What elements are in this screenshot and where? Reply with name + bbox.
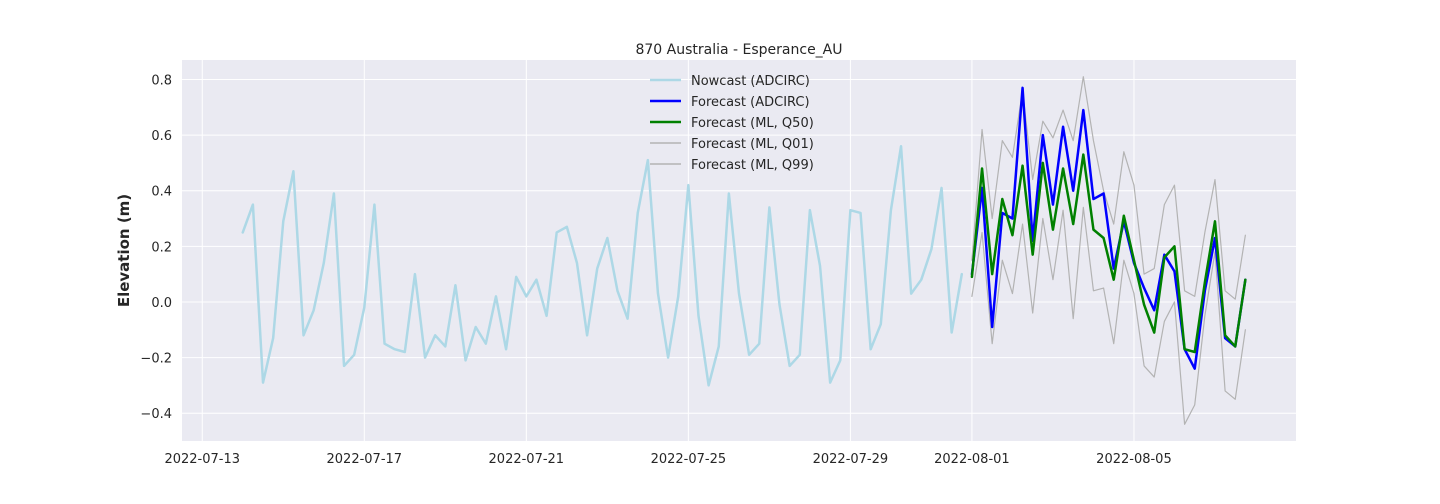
series-layer [241, 76, 1247, 425]
legend-label: Nowcast (ADCIRC) [691, 74, 810, 89]
legend-label: Forecast (ML, Q01) [691, 137, 814, 152]
legend-label: Forecast (ML, Q99) [691, 158, 814, 173]
series-line-forecast-ml-q99 [971, 76, 1246, 300]
x-tick-label: 2022-07-25 [651, 452, 727, 467]
x-tick-label: 2022-07-13 [164, 452, 240, 467]
series-line-forecast-ml-q01 [971, 206, 1246, 425]
y-axis-label: Elevation (m) [115, 194, 133, 307]
x-tick-label: 2022-08-05 [1096, 452, 1172, 467]
x-tick-label: 2022-07-21 [489, 452, 565, 467]
x-tick-label: 2022-07-29 [813, 452, 889, 467]
series-line-nowcast-adcirc [241, 144, 964, 387]
series-line-forecast-adcirc [970, 86, 1247, 370]
legend: Nowcast (ADCIRC) Forecast (ADCIRC) Forecas… [650, 74, 814, 173]
x-tick-label: 2022-07-17 [327, 452, 403, 467]
y-tick-label: 0.0 [151, 296, 172, 311]
y-tick-label: 0.8 [151, 73, 172, 88]
y-tick-label: 0.6 [151, 129, 172, 144]
y-tick-label: 0.2 [151, 240, 172, 255]
chart-title: 870 Australia - Esperance_AU [635, 42, 842, 58]
y-tick-label: 0.4 [151, 185, 172, 200]
y-tick-label: −0.4 [140, 407, 172, 422]
legend-label: Forecast (ML, Q50) [691, 116, 814, 131]
x-tick-label: 2022-08-01 [934, 452, 1010, 467]
series-line-forecast-ml-q50 [970, 153, 1247, 354]
axis-ticks: −0.4 −0.2 0.0 0.2 0.4 0.6 0.8 2022-07-13 2022-07… [140, 73, 1171, 467]
legend-label: Forecast (ADCIRC) [691, 95, 810, 110]
grid [182, 60, 1296, 441]
y-tick-label: −0.2 [140, 352, 172, 367]
